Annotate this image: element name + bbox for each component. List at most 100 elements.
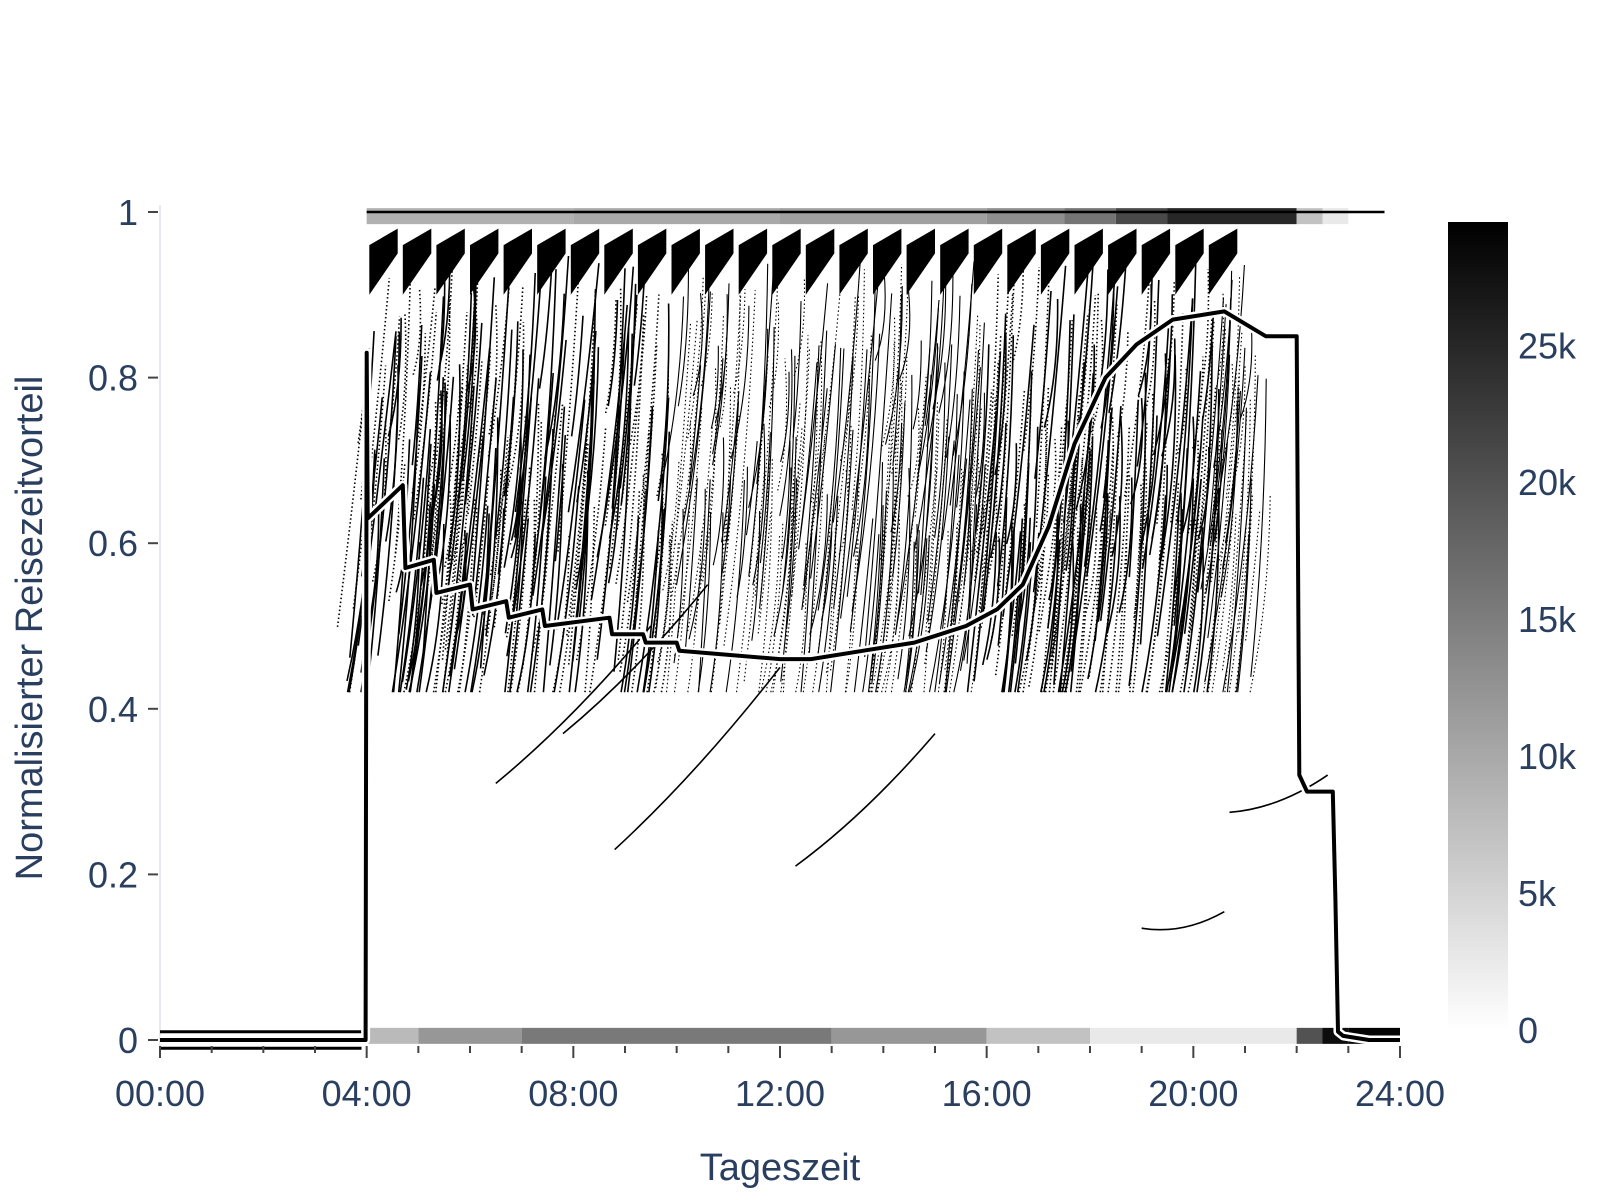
trip-trace [845, 538, 859, 693]
trip-trace [884, 285, 903, 445]
trip-trace [494, 329, 513, 539]
trip-trace [873, 228, 902, 295]
trip-trace [1065, 527, 1079, 693]
trip-trace [1185, 314, 1213, 664]
trip-trace [989, 422, 1007, 559]
trip-trace [388, 462, 406, 602]
trip-trace [779, 349, 793, 517]
trip-trace [1059, 361, 1086, 693]
trip-trace [674, 322, 692, 545]
trip-trace [687, 427, 713, 632]
trip-trace [1007, 518, 1024, 693]
trip-trace [846, 349, 868, 597]
colorbar-tick-label: 10k [1518, 736, 1577, 777]
trip-trace [402, 228, 432, 295]
trip-trace [874, 269, 886, 361]
trip-trace [907, 406, 920, 497]
trip-trace [1108, 258, 1127, 414]
trip-trace [1164, 505, 1180, 693]
trip-trace [1196, 343, 1213, 593]
trip-trace [533, 414, 556, 693]
trip-trace [895, 348, 931, 630]
trip-trace [1115, 472, 1131, 693]
trip-trace [808, 330, 828, 653]
trip-trace [1108, 228, 1137, 295]
trip-trace [1161, 481, 1180, 693]
trip-trace [768, 302, 780, 408]
trip-trace [780, 436, 797, 682]
density-cell-bottom [986, 1027, 1090, 1044]
trip-trace [484, 468, 502, 631]
trip-trace [805, 228, 835, 295]
trip-trace [849, 283, 876, 632]
trip-trace [444, 292, 476, 568]
trip-trace [832, 255, 862, 523]
trip-trace [470, 277, 496, 604]
trip-trace [654, 453, 664, 575]
trip-trace [467, 301, 478, 408]
trip-trace [1116, 330, 1129, 438]
trip-trace [697, 511, 712, 693]
trip-trace [924, 400, 939, 644]
y-tick-label: 1 [118, 192, 138, 233]
trip-trace [948, 406, 982, 693]
trip-trace [507, 322, 525, 486]
trip-trace [1086, 286, 1119, 576]
trip-trace [803, 345, 820, 586]
trip-trace [614, 666, 781, 851]
colorbar-tick-label: 25k [1518, 325, 1577, 366]
colorbar-gradient [1448, 222, 1508, 1030]
density-cell-bottom [1090, 1027, 1297, 1044]
trip-trace [973, 228, 1003, 295]
trip-trace [853, 518, 874, 693]
trip-trace [570, 315, 584, 437]
trip-trace [425, 523, 445, 693]
mean-line [160, 309, 1400, 1042]
trip-trace [467, 361, 483, 515]
trip-trace [952, 388, 973, 623]
trip-trace [391, 372, 432, 693]
trip-trace [881, 539, 900, 693]
trip-trace [570, 228, 600, 295]
trip-trace [688, 488, 706, 640]
density-cell-top [1115, 208, 1168, 225]
trip-trace [604, 298, 617, 414]
y-tick-label: 0.8 [88, 358, 138, 399]
density-cell-bottom [1296, 1027, 1323, 1044]
trip-trace [575, 428, 607, 661]
trip-trace [758, 458, 773, 693]
trip-trace [448, 444, 465, 572]
trip-trace [432, 494, 459, 693]
trip-trace [943, 526, 958, 693]
trip-trace [705, 228, 734, 295]
trip-trace [698, 479, 711, 693]
trip-trace [880, 317, 896, 451]
trip-trace [770, 506, 793, 693]
trip-trace [1183, 478, 1202, 634]
trip-trace [833, 295, 856, 546]
trip-trace [871, 490, 887, 684]
trip-trace [493, 369, 517, 628]
trip-trace [538, 264, 553, 389]
trip-trace [997, 267, 1016, 542]
trip-trace [397, 314, 407, 440]
trip-trace [726, 401, 740, 542]
density-cell-top [366, 208, 574, 225]
y-tick-label: 0.2 [88, 854, 138, 895]
density-cell-top [1322, 208, 1349, 225]
trip-trace [584, 504, 596, 693]
trip-trace [692, 293, 703, 397]
trip-trace [604, 228, 633, 295]
x-tick-label: 04:00 [322, 1073, 412, 1114]
trip-trace [682, 270, 710, 526]
trip-trace [1128, 399, 1139, 578]
trip-trace [1183, 527, 1204, 693]
trip-trace [671, 228, 700, 295]
trip-trace [430, 390, 443, 515]
colorbar-tick-label: 20k [1518, 462, 1577, 503]
x-axis: 00:00 04:00 08:00 12:00 16:00 20:00 24:00 [115, 1046, 1445, 1114]
trip-trace [671, 282, 707, 597]
trip-trace [793, 277, 806, 377]
trip-trace [575, 347, 600, 590]
trip-trace [629, 293, 648, 445]
